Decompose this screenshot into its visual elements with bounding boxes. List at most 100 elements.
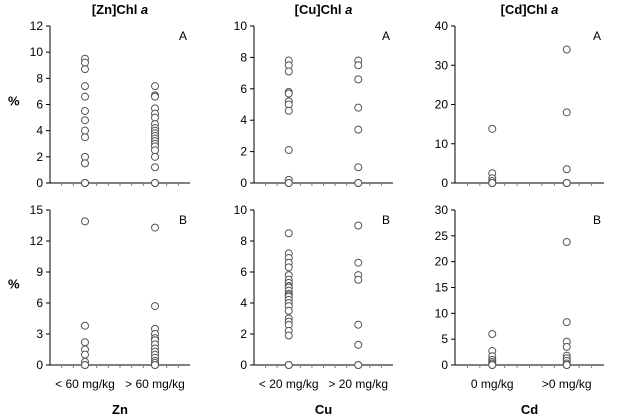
panel-0-2: 0 10 20 30 40 A [Cd]Chl a <box>435 2 604 190</box>
data-point <box>81 152 89 161</box>
data-point <box>81 92 89 101</box>
data-point <box>354 75 363 84</box>
data-point <box>354 103 363 112</box>
y-tick-label: 15 <box>435 281 449 295</box>
y-tick-label: 25 <box>435 229 449 243</box>
data-point <box>151 223 159 232</box>
y-tick-label: 12 <box>30 234 44 248</box>
data-point <box>354 275 363 284</box>
y-tick-label: 10 <box>435 137 449 151</box>
y-tick-label: 5 <box>441 332 448 346</box>
data-point <box>151 146 159 155</box>
data-point <box>151 302 159 311</box>
data-point <box>488 179 497 187</box>
data-point <box>151 163 159 172</box>
data-point <box>284 179 293 187</box>
panel-0-0: 0 2 4 6 8 10 12 A [Zn]Chl a% <box>8 2 190 190</box>
data-point <box>562 45 571 54</box>
data-point <box>562 238 571 247</box>
y-tick-label: 0 <box>36 358 43 372</box>
data-point <box>562 361 571 369</box>
data-point <box>284 106 293 115</box>
panel-label: A <box>593 29 601 43</box>
data-point <box>284 361 293 369</box>
y-tick-label: 0 <box>441 358 448 372</box>
y-tick-label: 2 <box>240 327 247 341</box>
y-tick-label: 3 <box>36 327 43 341</box>
panel-1-2: 0 5 10 15 20 25 30 B 0 mg/kg >0 mg/kg Cd <box>435 203 604 417</box>
y-tick-label: 12 <box>30 19 44 33</box>
y-tick-label: 30 <box>435 203 449 217</box>
data-point <box>562 318 571 327</box>
y-tick-label: 20 <box>435 255 449 269</box>
data-point <box>151 92 159 101</box>
data-point <box>354 361 363 369</box>
panel-label: B <box>179 213 187 227</box>
panel-title-text: [Cu]Chl <box>295 2 346 17</box>
x-category-label: >0 mg/kg <box>542 377 592 391</box>
y-tick-label: 20 <box>435 98 449 112</box>
data-point <box>81 338 89 347</box>
data-point <box>81 217 89 226</box>
panel-0-1: 0 2 4 6 8 10 A [Cu]Chl a <box>234 2 393 190</box>
panel-1-0: 0 3 6 9 12 15 B% < 60 mg/kg > 60 mg/kg Zn <box>8 203 190 417</box>
y-axis-label: % <box>8 94 20 109</box>
data-point <box>284 229 293 238</box>
y-tick-label: 9 <box>36 265 43 279</box>
data-point <box>81 159 89 168</box>
data-point <box>284 263 293 272</box>
data-point <box>81 107 89 116</box>
y-tick-label: 6 <box>36 98 43 112</box>
data-point <box>354 163 363 172</box>
x-category-label: > 60 mg/kg <box>125 377 185 391</box>
panel-title-italic: a <box>141 2 148 17</box>
data-point <box>151 82 159 91</box>
data-point <box>81 65 89 74</box>
y-tick-label: 4 <box>240 296 247 310</box>
panel-title: [Cu]Chl a <box>295 2 353 17</box>
y-tick-label: 8 <box>240 234 247 248</box>
panel-label: A <box>179 29 187 43</box>
data-point <box>81 82 89 91</box>
y-tick-label: 10 <box>435 306 449 320</box>
data-point <box>488 361 497 369</box>
y-tick-label: 6 <box>240 82 247 96</box>
y-tick-label: 4 <box>240 113 247 127</box>
y-tick-label: 6 <box>36 296 43 310</box>
data-point <box>284 306 293 315</box>
data-point <box>81 179 89 187</box>
data-point <box>488 330 497 338</box>
y-tick-label: 0 <box>36 176 43 190</box>
panel-label: B <box>593 213 601 227</box>
y-tick-label: 8 <box>36 71 43 85</box>
panel-title-text: [Zn]Chl <box>92 2 141 17</box>
x-axis-label: Cd <box>521 402 538 417</box>
data-point <box>151 113 159 122</box>
y-tick-label: 0 <box>240 176 247 190</box>
y-tick-label: 8 <box>240 50 247 64</box>
x-category-label: > 20 mg/kg <box>328 377 388 391</box>
panel-title-text: [Cd]Chl <box>501 2 552 17</box>
panel-label: B <box>382 213 390 227</box>
y-tick-label: 0 <box>240 358 247 372</box>
y-tick-label: 6 <box>240 265 247 279</box>
y-tick-label: 2 <box>240 145 247 159</box>
y-tick-label: 10 <box>30 45 44 59</box>
x-axis-label: Cu <box>315 402 332 417</box>
data-point <box>562 342 571 351</box>
panel-title-italic: a <box>345 2 352 17</box>
data-point <box>354 61 363 70</box>
data-point <box>488 124 497 133</box>
y-tick-label: 10 <box>234 19 248 33</box>
x-category-label: < 20 mg/kg <box>259 377 319 391</box>
data-point <box>81 116 89 125</box>
data-point <box>562 108 571 117</box>
y-tick-label: 15 <box>30 203 44 217</box>
data-point <box>354 221 363 230</box>
y-axis-label: % <box>8 277 20 292</box>
y-tick-label: 2 <box>36 150 43 164</box>
panel-title: [Zn]Chl a <box>92 2 148 17</box>
data-point <box>354 320 363 329</box>
data-point <box>354 179 363 187</box>
data-point <box>81 58 89 67</box>
